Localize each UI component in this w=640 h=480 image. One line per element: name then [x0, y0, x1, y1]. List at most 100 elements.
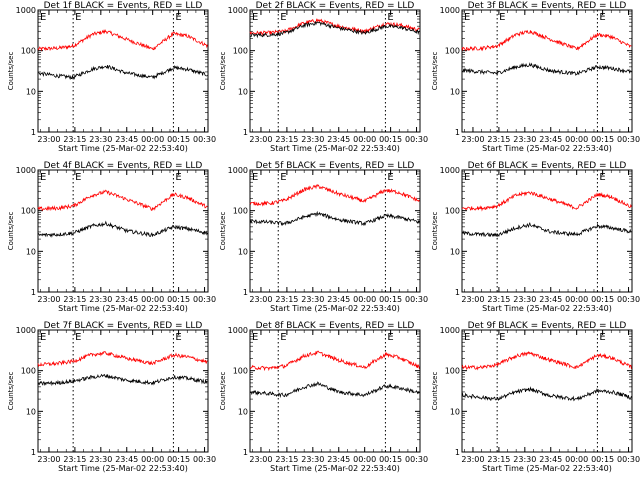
event-marker-label: E: [280, 12, 286, 23]
y-tick-label: 100: [233, 47, 248, 56]
y-axis-label: Counts/sec: [431, 52, 439, 91]
x-tick-label: 00:30: [405, 455, 428, 464]
y-tick-label: 100: [445, 47, 460, 56]
x-tick-label: 00:00: [353, 295, 376, 304]
event-marker-label: E: [599, 12, 605, 23]
y-tick-label: 10: [238, 407, 248, 416]
event-marker-label: E: [387, 12, 393, 23]
y-tick-label: 1: [243, 288, 248, 297]
events-series-line: [461, 222, 632, 238]
chart-panel-2: Det 2f BLACK = Events, RED = LLD Counts/s…: [219, 1, 428, 153]
chart-title: Det 3f BLACK = Events, RED = LLD: [468, 1, 627, 11]
event-marker-label: E: [252, 332, 258, 343]
x-axis-label: Start Time (25-Mar-02 22:53:40): [58, 304, 188, 313]
y-tick-label: 100: [445, 367, 460, 376]
x-tick-label: 23:00: [461, 455, 484, 464]
chart-panel-1: Det 1f BLACK = Events, RED = LLD Counts/s…: [7, 1, 216, 153]
event-marker-label: E: [40, 172, 46, 183]
x-tick-label: 00:00: [141, 455, 164, 464]
x-axis-label: Start Time (25-Mar-02 22:53:40): [482, 304, 612, 313]
event-marker-label: E: [175, 12, 181, 23]
x-tick-label: 23:15: [487, 455, 510, 464]
y-tick-label: 10: [238, 87, 248, 96]
chart-title: Det 8f BLACK = Events, RED = LLD: [256, 321, 415, 331]
plot-frame: [461, 169, 633, 293]
y-tick-label: 1000: [16, 166, 36, 175]
event-marker-label: E: [387, 332, 393, 343]
x-tick-label: 00:15: [379, 295, 402, 304]
x-tick-label: 00:00: [141, 295, 164, 304]
y-tick-label: 10: [26, 247, 36, 256]
y-axis-label: Counts/sec: [7, 52, 15, 91]
x-tick-label: 23:00: [249, 455, 272, 464]
y-tick-label: 1: [455, 128, 460, 137]
x-tick-label: 23:45: [539, 295, 562, 304]
y-axis-label: Counts/sec: [431, 372, 439, 411]
plot-frame: [37, 9, 209, 133]
x-axis-label: Start Time (25-Mar-02 22:53:40): [270, 304, 400, 313]
y-tick-label: 10: [238, 247, 248, 256]
plot-frame: [249, 9, 421, 133]
x-tick-label: 23:45: [115, 135, 138, 144]
chart-panel-9: Det 9f BLACK = Events, RED = LLD Counts/s…: [431, 321, 640, 473]
event-marker-label: E: [280, 332, 286, 343]
event-marker-label: E: [464, 332, 470, 343]
event-marker-label: E: [464, 12, 470, 23]
x-tick-label: 23:30: [89, 455, 112, 464]
x-tick-label: 00:30: [193, 135, 216, 144]
lld-series-line: [461, 350, 632, 371]
event-marker-label: E: [40, 12, 46, 23]
x-tick-label: 00:15: [591, 135, 614, 144]
event-marker-label: E: [599, 332, 605, 343]
y-tick-label: 1000: [16, 6, 36, 15]
y-tick-label: 1: [455, 288, 460, 297]
x-tick-label: 23:15: [63, 295, 86, 304]
events-series-line: [37, 373, 208, 387]
x-axis-label: Start Time (25-Mar-02 22:53:40): [270, 144, 400, 153]
y-tick-label: 1000: [16, 326, 36, 335]
event-marker-label: E: [175, 332, 181, 343]
events-series-line: [37, 64, 208, 81]
y-tick-label: 10: [450, 87, 460, 96]
x-tick-label: 00:00: [565, 295, 588, 304]
y-tick-label: 100: [233, 207, 248, 216]
x-tick-label: 00:00: [141, 135, 164, 144]
event-marker-label: E: [40, 332, 46, 343]
x-tick-label: 00:30: [405, 135, 428, 144]
event-marker-label: E: [75, 332, 81, 343]
x-tick-label: 00:00: [565, 455, 588, 464]
chart-title: Det 6f BLACK = Events, RED = LLD: [468, 161, 627, 171]
lld-series-line: [249, 184, 420, 207]
event-marker-label: E: [599, 172, 605, 183]
lld-series-line: [461, 190, 632, 212]
x-tick-label: 23:45: [327, 135, 350, 144]
lld-series-line: [249, 350, 420, 372]
chart-title: Det 2f BLACK = Events, RED = LLD: [256, 1, 415, 11]
events-series-line: [249, 210, 420, 227]
y-axis-label: Counts/sec: [7, 212, 15, 251]
x-tick-label: 23:00: [37, 295, 60, 304]
y-tick-label: 100: [21, 207, 36, 216]
y-tick-label: 1: [455, 448, 460, 457]
x-tick-label: 00:00: [353, 455, 376, 464]
lld-series-line: [461, 29, 632, 52]
x-tick-label: 23:45: [115, 295, 138, 304]
y-tick-label: 1000: [228, 166, 248, 175]
y-tick-label: 100: [445, 207, 460, 216]
x-tick-label: 00:15: [167, 135, 190, 144]
y-tick-label: 1: [31, 128, 36, 137]
chart-title: Det 4f BLACK = Events, RED = LLD: [44, 161, 203, 171]
event-marker-label: E: [499, 172, 505, 183]
x-tick-label: 23:00: [461, 135, 484, 144]
y-tick-label: 10: [26, 87, 36, 96]
event-marker-label: E: [252, 12, 258, 23]
y-tick-label: 10: [26, 407, 36, 416]
chart-panel-7: Det 7f BLACK = Events, RED = LLD Counts/s…: [7, 321, 216, 473]
x-tick-label: 23:15: [63, 455, 86, 464]
x-axis-label: Start Time (25-Mar-02 22:53:40): [58, 464, 188, 473]
x-axis-label: Start Time (25-Mar-02 22:53:40): [58, 144, 188, 153]
x-tick-label: 23:30: [301, 135, 324, 144]
x-tick-label: 00:15: [591, 295, 614, 304]
x-tick-label: 23:30: [513, 135, 536, 144]
y-tick-label: 1: [243, 448, 248, 457]
